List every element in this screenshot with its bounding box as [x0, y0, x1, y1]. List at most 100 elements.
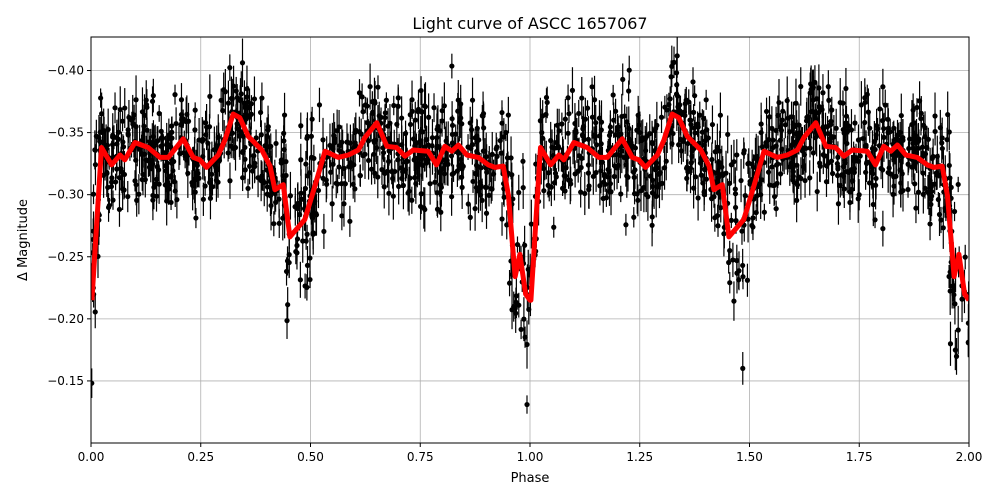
data-point — [415, 89, 422, 130]
data-point — [807, 160, 813, 196]
data-point — [375, 155, 381, 199]
point-marker — [516, 302, 522, 308]
point-marker — [756, 181, 763, 187]
point-marker — [740, 365, 746, 372]
point-marker — [793, 131, 800, 137]
data-point — [913, 193, 919, 224]
data-point — [251, 76, 258, 122]
point-marker — [846, 169, 852, 175]
point-marker — [936, 211, 943, 218]
point-marker — [952, 347, 958, 353]
point-marker — [773, 206, 779, 212]
point-marker — [261, 179, 267, 186]
point-marker — [380, 150, 387, 156]
data-point — [880, 68, 886, 105]
data-point — [501, 187, 507, 207]
data-point — [807, 72, 813, 114]
point-marker — [682, 112, 688, 119]
data-point — [572, 160, 578, 188]
point-marker — [584, 105, 591, 111]
point-marker — [814, 96, 820, 102]
point-marker — [656, 181, 663, 187]
point-marker — [777, 137, 784, 143]
data-point — [304, 112, 311, 161]
point-marker — [589, 114, 596, 120]
point-marker — [329, 201, 335, 207]
point-marker — [441, 103, 447, 109]
point-marker — [962, 254, 968, 260]
data-point — [603, 188, 610, 207]
point-marker — [925, 136, 931, 142]
data-point — [92, 295, 98, 329]
data-point — [520, 153, 526, 170]
data-point — [810, 132, 817, 174]
data-point — [688, 101, 694, 140]
data-point — [814, 171, 820, 212]
data-point — [669, 45, 675, 88]
point-marker — [402, 130, 409, 137]
point-marker — [842, 157, 848, 164]
point-marker — [327, 142, 333, 149]
data-point — [965, 304, 969, 343]
point-marker — [398, 165, 404, 171]
data-point — [360, 104, 366, 120]
point-marker — [879, 167, 886, 173]
data-point — [227, 162, 233, 199]
point-marker — [671, 59, 677, 65]
point-marker — [932, 181, 938, 187]
point-marker — [281, 130, 287, 136]
data-point — [110, 126, 116, 163]
point-marker — [787, 129, 793, 135]
point-marker — [731, 298, 737, 304]
point-marker — [692, 130, 698, 136]
data-point — [245, 178, 251, 199]
data-point — [727, 240, 733, 261]
data-point — [649, 200, 655, 234]
point-marker — [929, 193, 935, 199]
data-point — [528, 199, 534, 249]
data-point — [626, 106, 632, 151]
data-point — [858, 81, 864, 129]
point-marker — [121, 187, 127, 193]
point-marker — [641, 156, 647, 162]
point-marker — [467, 214, 473, 220]
point-marker — [470, 178, 476, 185]
data-point — [192, 116, 198, 144]
point-marker — [321, 228, 327, 235]
point-marker — [635, 197, 641, 203]
data-point — [932, 92, 938, 140]
axis-ticks: 0.00 0.25 0.50 0.75 1.00 1.25 1.50 1.75 2.00 −0.4… — [47, 64, 982, 464]
point-marker — [499, 216, 505, 222]
point-marker — [309, 116, 315, 122]
point-marker — [449, 63, 455, 69]
data-point — [409, 103, 415, 119]
data-point — [851, 146, 857, 191]
data-point — [678, 137, 685, 165]
data-point — [92, 144, 99, 186]
point-marker — [415, 106, 422, 112]
data-point — [873, 161, 879, 210]
data-point — [121, 180, 127, 200]
data-point — [569, 67, 576, 114]
point-marker — [323, 177, 329, 183]
data-point — [932, 174, 938, 195]
data-point — [365, 141, 372, 180]
point-marker — [692, 93, 698, 99]
data-point — [559, 180, 566, 197]
point-marker — [678, 136, 684, 143]
data-point — [565, 84, 571, 112]
point-marker — [593, 169, 599, 176]
point-marker — [368, 166, 375, 172]
point-marker — [920, 122, 927, 128]
data-point — [776, 79, 782, 127]
data-point — [119, 111, 126, 132]
data-point — [839, 154, 845, 196]
data-point — [718, 192, 724, 223]
point-marker — [472, 206, 478, 212]
data-point — [578, 176, 584, 208]
point-marker — [271, 221, 277, 227]
data-point — [396, 168, 402, 205]
point-marker — [293, 249, 299, 255]
data-point — [916, 81, 923, 121]
point-marker — [244, 112, 250, 118]
